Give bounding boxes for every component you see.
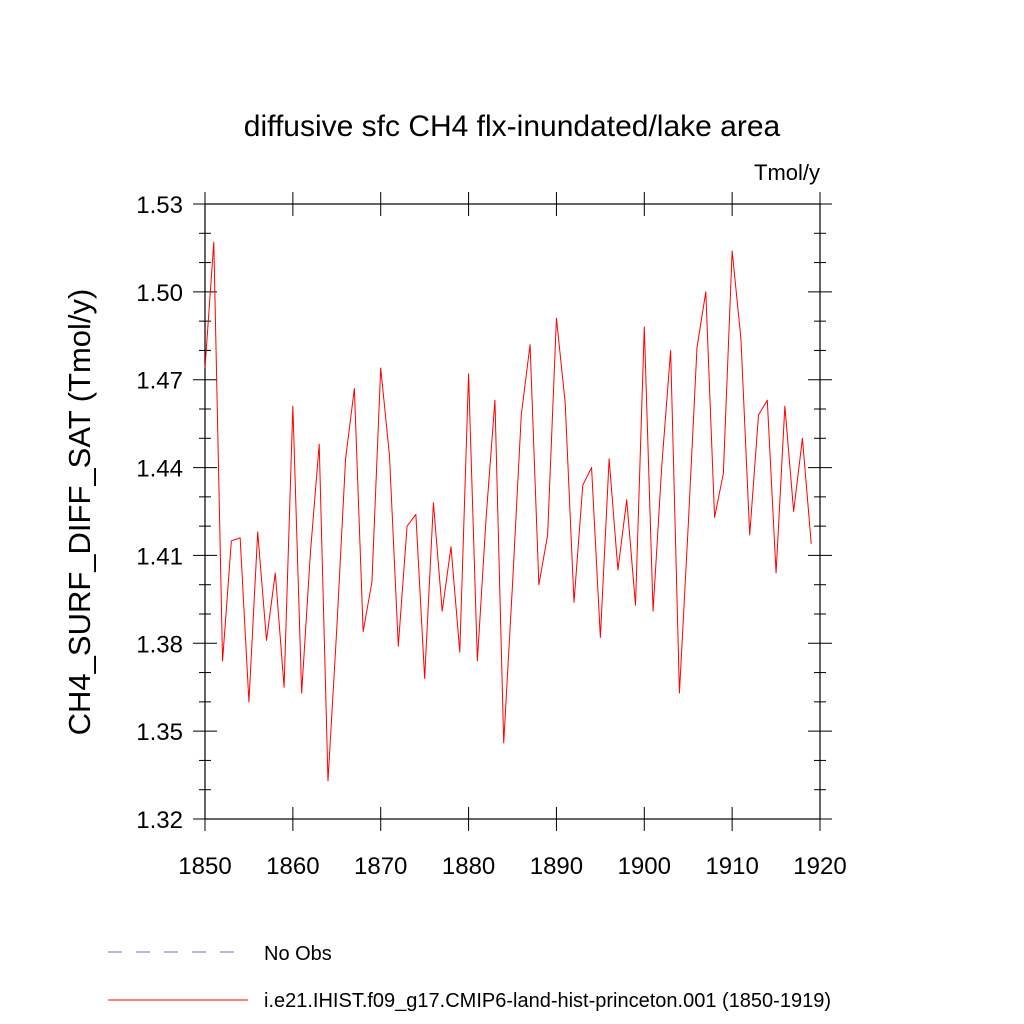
data-point (670, 350, 671, 351)
data-point (363, 631, 364, 632)
data-point (248, 701, 249, 702)
data-point (644, 326, 645, 327)
data-point (345, 458, 346, 459)
data-point (565, 403, 566, 404)
data-point (266, 640, 267, 641)
data-point (652, 610, 653, 611)
data-point (213, 241, 214, 242)
data-point (301, 692, 302, 693)
x-axis-ticks: 1850 1860 1870 1880 1890 1900 1910 1920 (178, 192, 847, 880)
y-tick-label: 1.44 (136, 456, 183, 483)
data-point (714, 517, 715, 518)
data-point (275, 572, 276, 573)
data-point (424, 678, 425, 679)
data-point (688, 526, 689, 527)
data-point (257, 531, 258, 532)
data-point (696, 347, 697, 348)
data-point (661, 464, 662, 465)
y-tick-label: 1.53 (136, 192, 183, 219)
data-point (406, 526, 407, 527)
data-point (547, 534, 548, 535)
data-point (521, 414, 522, 415)
data-point (468, 373, 469, 374)
data-point (529, 344, 530, 345)
y-tick-label: 1.32 (136, 807, 183, 834)
data-point (389, 455, 390, 456)
y-axis-label: CH4_SURF_DIFF_SAT (Tmol/y) (62, 289, 97, 736)
data-point (582, 485, 583, 486)
y-tick-label: 1.47 (136, 368, 183, 395)
x-tick-label: 1910 (705, 853, 758, 880)
x-tick-label: 1920 (793, 853, 846, 880)
y-tick-label: 1.41 (136, 543, 183, 570)
data-point (283, 687, 284, 688)
data-point (802, 438, 803, 439)
y-tick-label: 1.50 (136, 280, 183, 307)
data-point (626, 499, 627, 500)
data-point (354, 388, 355, 389)
x-tick-label: 1880 (442, 853, 495, 880)
legend: No Obs i.e21.IHIST.f09_g17.CMIP6-land-hi… (108, 943, 831, 1012)
data-point (749, 534, 750, 535)
data-point (336, 628, 337, 629)
data-point (573, 602, 574, 603)
x-tick-label: 1860 (266, 853, 319, 880)
data-point (319, 444, 320, 445)
data-point (705, 291, 706, 292)
data-point (635, 605, 636, 606)
data-point (292, 405, 293, 406)
data-point (784, 405, 785, 406)
data-point (486, 517, 487, 518)
x-tick-label: 1890 (530, 853, 583, 880)
data-point (811, 543, 812, 544)
chart-title: diffusive sfc CH4 flx-inundated/lake are… (244, 110, 781, 143)
x-tick-label: 1850 (178, 853, 231, 880)
data-point (609, 458, 610, 459)
data-point (591, 467, 592, 468)
data-point (222, 660, 223, 661)
data-point (767, 400, 768, 401)
data-point (380, 367, 381, 368)
data-point (600, 637, 601, 638)
data-point (398, 646, 399, 647)
data-point (679, 692, 680, 693)
data-point (732, 250, 733, 251)
data-point (433, 502, 434, 503)
data-point (477, 660, 478, 661)
data-point (310, 552, 311, 553)
data-point (204, 367, 205, 368)
data-point (240, 537, 241, 538)
data-point (775, 572, 776, 573)
data-point (538, 584, 539, 585)
data-point (617, 569, 618, 570)
data-point (793, 511, 794, 512)
x-tick-label: 1900 (618, 853, 671, 880)
y-tick-label: 1.38 (136, 631, 183, 658)
series-layer (204, 241, 812, 782)
data-point (512, 584, 513, 585)
series-line (204, 241, 812, 782)
data-point (723, 473, 724, 474)
x-tick-label: 1870 (354, 853, 407, 880)
data-point (459, 651, 460, 652)
legend-entry-model-run: i.e21.IHIST.f09_g17.CMIP6-land-hist-prin… (264, 990, 831, 1012)
data-point (740, 338, 741, 339)
data-point (494, 400, 495, 401)
legend-entry-no-obs: No Obs (264, 943, 332, 965)
data-point (415, 514, 416, 515)
data-point (450, 546, 451, 547)
data-point (758, 414, 759, 415)
plot-area-border (204, 203, 821, 820)
data-point (231, 540, 232, 541)
data-point (327, 780, 328, 781)
data-point (503, 742, 504, 743)
y-tick-label: 1.35 (136, 719, 183, 746)
units-label: Tmol/y (754, 160, 820, 185)
data-point (442, 610, 443, 611)
y-axis-ticks: 1.32 1.35 1.38 1.41 1.44 1.47 1.50 1.53 (136, 192, 832, 834)
data-point (371, 581, 372, 582)
plot-frame (204, 203, 821, 820)
data-point (556, 318, 557, 319)
